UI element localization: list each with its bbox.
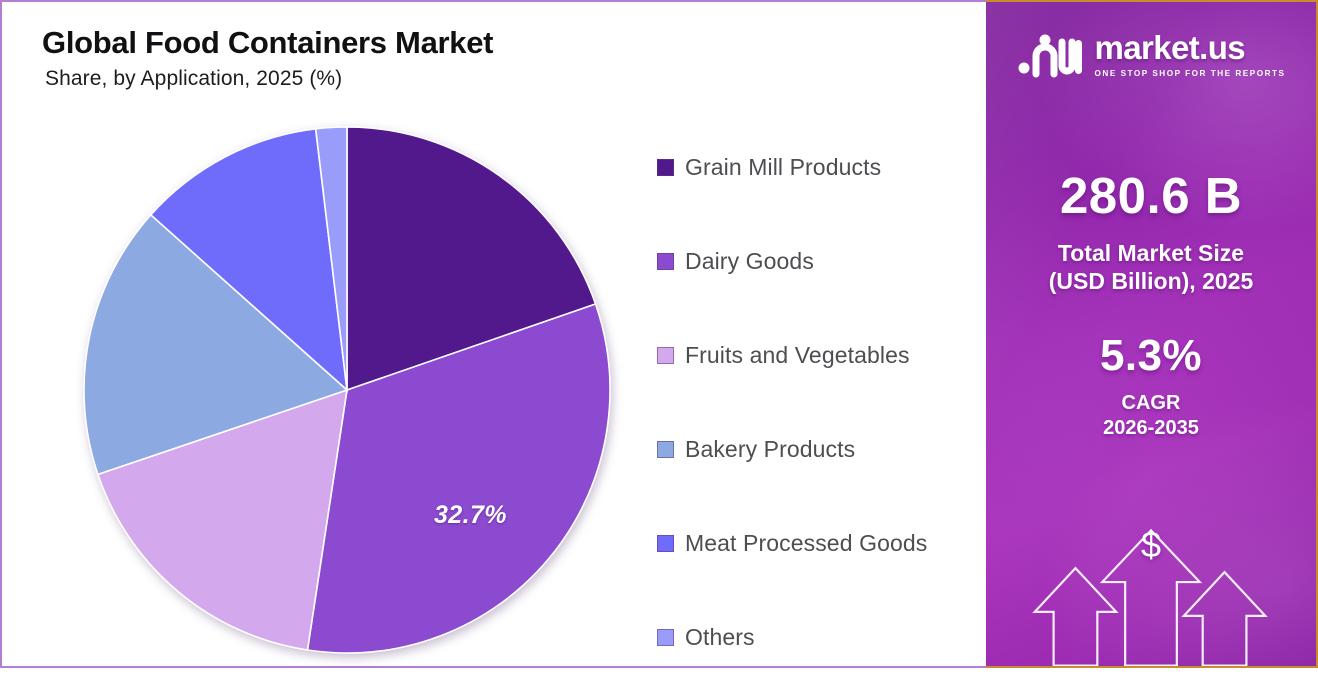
legend-item-label: Bakery Products: [685, 435, 856, 462]
legend-item-label: Others: [685, 623, 755, 650]
legend-swatch-icon: [657, 346, 674, 364]
legend-item[interactable]: Grain Mill Products: [657, 120, 977, 214]
legend-swatch-icon: [657, 158, 674, 176]
legend-item-label: Meat Processed Goods: [685, 529, 928, 556]
growth-arrows-icon: [1032, 528, 1268, 666]
infographic-root: Global Food Containers Market Share, by …: [0, 0, 1318, 668]
pie-chart: 32.7%: [82, 125, 612, 655]
pie-slice[interactable]: [314, 126, 348, 391]
chart-header: Global Food Containers Market Share, by …: [42, 25, 494, 91]
legend-item[interactable]: Meat Processed Goods: [657, 496, 977, 590]
cagr-label: CAGR: [1121, 392, 1181, 415]
legend-item[interactable]: Others: [657, 590, 977, 684]
page-title: Global Food Containers Market: [42, 25, 494, 60]
stats-sidebar: market.us ONE STOP SHOP FOR THE REPORTS …: [986, 0, 1318, 668]
legend-item-label: Grain Mill Products: [685, 153, 882, 180]
legend-item-label: Dairy Goods: [685, 247, 814, 274]
chart-panel: Global Food Containers Market Share, by …: [0, 0, 986, 668]
market-size-caption-line1: Total Market Size: [1057, 240, 1245, 266]
market-size-value: 280.6 B: [1059, 167, 1243, 224]
legend: Grain Mill Products Dairy Goods Fruits and…: [657, 120, 977, 684]
legend-item[interactable]: Fruits and Vegetables: [657, 308, 977, 402]
legend-swatch-icon: [657, 628, 674, 646]
legend-item-label: Fruits and Vegetables: [685, 341, 910, 368]
chart-subtitle: Share, by Application, 2025 (%): [45, 66, 343, 90]
pie-slice[interactable]: [346, 126, 597, 392]
legend-swatch-icon: [657, 252, 674, 270]
cagr-value: 5.3%: [1100, 331, 1202, 381]
pie-slice[interactable]: [149, 127, 349, 393]
market-size-caption: Total Market Size (USD Billion), 2025: [1049, 239, 1253, 295]
pie-slice[interactable]: [306, 303, 611, 654]
legend-item[interactable]: Bakery Products: [657, 402, 977, 496]
pie-slice[interactable]: [83, 213, 349, 476]
legend-swatch-icon: [657, 534, 674, 552]
logo-wordmark: market.us: [1094, 28, 1246, 66]
market-size-caption-line2: (USD Billion), 2025: [1048, 268, 1254, 295]
logo-tagline: ONE STOP SHOP FOR THE REPORTS: [1094, 68, 1286, 78]
legend-item[interactable]: Dairy Goods: [657, 214, 977, 308]
cagr-years: 2026-2035: [1103, 417, 1199, 440]
market-us-logo-icon: [1018, 34, 1082, 78]
brand-logo[interactable]: market.us ONE STOP SHOP FOR THE REPORTS: [1017, 30, 1286, 78]
pie-svg: [83, 126, 611, 654]
pie-slice[interactable]: [96, 388, 348, 651]
legend-swatch-icon: [657, 440, 674, 458]
